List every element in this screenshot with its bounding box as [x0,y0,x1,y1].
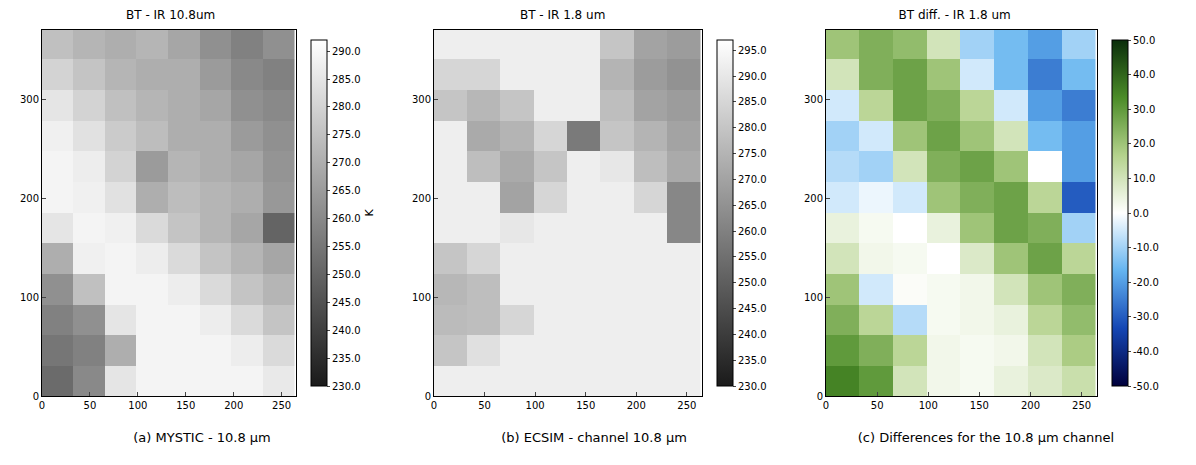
svg-text:100: 100 [804,292,823,303]
svg-text:-30.0: -30.0 [1133,311,1159,322]
svg-text:245.0: 245.0 [332,297,361,308]
svg-text:240.0: 240.0 [332,325,361,336]
svg-text:BT - IR 10.8um: BT - IR 10.8um [126,8,215,22]
svg-text:150: 150 [970,400,989,411]
svg-text:250.0: 250.0 [332,269,361,280]
svg-text:50: 50 [871,400,884,411]
svg-text:10.0: 10.0 [1133,173,1155,184]
svg-text:300: 300 [412,94,431,105]
svg-text:255.0: 255.0 [738,251,767,262]
svg-text:200: 200 [20,193,39,204]
svg-text:200: 200 [804,193,823,204]
svg-text:-20.0: -20.0 [1133,277,1159,288]
svg-text:250.0: 250.0 [738,277,767,288]
svg-text:285.0: 285.0 [738,96,767,107]
svg-text:50: 50 [478,400,491,411]
svg-text:250: 250 [272,400,291,411]
svg-text:250: 250 [677,400,696,411]
svg-text:255.0: 255.0 [332,241,361,252]
svg-text:260.0: 260.0 [332,213,361,224]
svg-text:240.0: 240.0 [738,329,767,340]
svg-text:100: 100 [919,400,938,411]
svg-text:270.0: 270.0 [738,174,767,185]
html-text:(b) ECSIM - channel 10.8 μm: (b) ECSIM - channel 10.8 μm [501,430,687,445]
svg-text:235.0: 235.0 [738,355,767,366]
svg-text:BT - IR 1.8 um: BT - IR 1.8 um [520,8,605,22]
svg-text:0.0: 0.0 [1133,208,1149,219]
svg-text:280.0: 280.0 [738,122,767,133]
svg-text:30.0: 30.0 [1133,104,1155,115]
svg-text:200: 200 [412,193,431,204]
html-text:(a) MYSTIC - 10.8 μm: (a) MYSTIC - 10.8 μm [133,430,271,445]
svg-text:20.0: 20.0 [1133,138,1155,149]
svg-text:100: 100 [412,292,431,303]
svg-text:0: 0 [817,391,823,402]
svg-text:275.0: 275.0 [332,129,361,140]
svg-text:235.0: 235.0 [332,353,361,364]
svg-text:-50.0: -50.0 [1133,381,1159,392]
svg-text:100: 100 [128,400,147,411]
svg-text:245.0: 245.0 [738,303,767,314]
svg-text:200: 200 [224,400,243,411]
svg-text:295.0: 295.0 [738,45,767,56]
svg-text:300: 300 [804,94,823,105]
svg-text:0: 0 [823,400,829,411]
svg-text:260.0: 260.0 [738,226,767,237]
svg-text:50: 50 [84,400,97,411]
svg-text:BT diff. - IR 1.8 um: BT diff. - IR 1.8 um [899,8,1011,22]
svg-text:150: 150 [176,400,195,411]
svg-text:0: 0 [431,400,437,411]
svg-text:280.0: 280.0 [332,101,361,112]
svg-text:40.0: 40.0 [1133,69,1155,80]
svg-text:K: K [363,209,376,217]
svg-text:265.0: 265.0 [332,185,361,196]
svg-text:230.0: 230.0 [738,381,767,392]
svg-text:250: 250 [1072,400,1091,411]
svg-text:0: 0 [33,391,39,402]
svg-text:100: 100 [526,400,545,411]
svg-text:230.0: 230.0 [332,381,361,392]
svg-text:-10.0: -10.0 [1133,242,1159,253]
svg-text:275.0: 275.0 [738,148,767,159]
svg-text:200: 200 [627,400,646,411]
svg-text:265.0: 265.0 [738,200,767,211]
svg-text:300: 300 [20,94,39,105]
svg-text:200: 200 [1021,400,1040,411]
svg-text:290.0: 290.0 [332,46,361,57]
svg-text:0: 0 [425,391,431,402]
html-text:(c) Differences for the 10.8 μ: (c) Differences for the 10.8 μm channel [857,430,1115,445]
svg-text:0: 0 [39,400,45,411]
svg-text:100: 100 [20,292,39,303]
svg-text:290.0: 290.0 [738,71,767,82]
svg-text:-40.0: -40.0 [1133,346,1159,357]
svg-text:285.0: 285.0 [332,74,361,85]
svg-text:270.0: 270.0 [332,157,361,168]
svg-text:50.0: 50.0 [1133,35,1155,46]
svg-text:150: 150 [576,400,595,411]
